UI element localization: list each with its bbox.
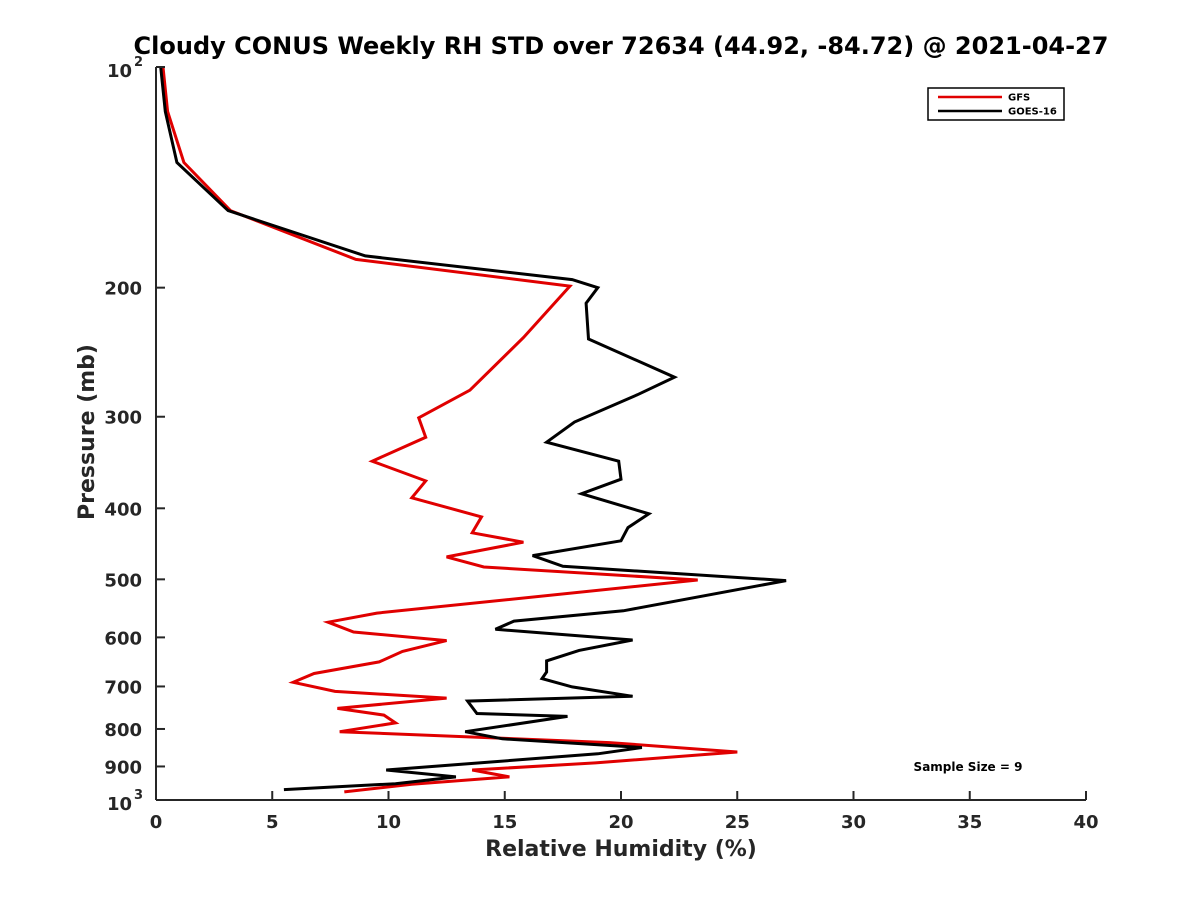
x-tick-label: 30 bbox=[841, 812, 866, 833]
y-tick-label-power: 10 2 bbox=[107, 55, 143, 82]
y-tick-label: 900 bbox=[104, 757, 142, 778]
y-tick-label: 600 bbox=[104, 628, 142, 649]
series-line-gfs bbox=[161, 66, 738, 794]
y-tick-label: 200 bbox=[104, 279, 142, 300]
y-tick-label: 700 bbox=[104, 677, 142, 698]
chart-title: Cloudy CONUS Weekly RH STD over 72634 (4… bbox=[134, 32, 1109, 60]
x-tick-label: 20 bbox=[608, 812, 633, 833]
y-tick-label: 800 bbox=[104, 720, 142, 741]
series-line-goes-16 bbox=[159, 66, 787, 792]
x-tick-label: 15 bbox=[492, 812, 517, 833]
y-tick-label-base: 10 bbox=[107, 61, 132, 82]
legend: GFS GOES-16 bbox=[927, 87, 1065, 121]
y-axis-label: Pressure (mb) bbox=[75, 344, 100, 520]
y-tick-label: 400 bbox=[104, 499, 142, 520]
y-tick-label-exponent: 3 bbox=[134, 788, 143, 803]
y-tick-label: 300 bbox=[104, 408, 142, 429]
sample-size-annotation: Sample Size = 9 bbox=[914, 760, 1023, 774]
y-tick-label: 500 bbox=[104, 570, 142, 591]
x-axis-label: Relative Humidity (%) bbox=[485, 837, 757, 862]
y-tick-label-power: 10 3 bbox=[107, 788, 143, 815]
x-tick-label: 10 bbox=[376, 812, 401, 833]
x-axis-ticks: 0 5 10 15 20 25 30 35 40 bbox=[150, 791, 1099, 833]
x-tick-label: 5 bbox=[266, 812, 279, 833]
y-tick-label-base: 10 bbox=[107, 794, 132, 815]
legend-box bbox=[927, 87, 1065, 121]
legend-entry-label: GFS bbox=[1008, 93, 1030, 104]
y-tick-label-exponent: 2 bbox=[134, 55, 143, 70]
x-tick-label: 40 bbox=[1073, 812, 1098, 833]
plot-area bbox=[155, 66, 1086, 801]
x-tick-label: 35 bbox=[957, 812, 982, 833]
x-tick-label: 0 bbox=[150, 812, 163, 833]
x-tick-label: 25 bbox=[725, 812, 750, 833]
legend-entry-label: GOES-16 bbox=[1008, 107, 1057, 118]
